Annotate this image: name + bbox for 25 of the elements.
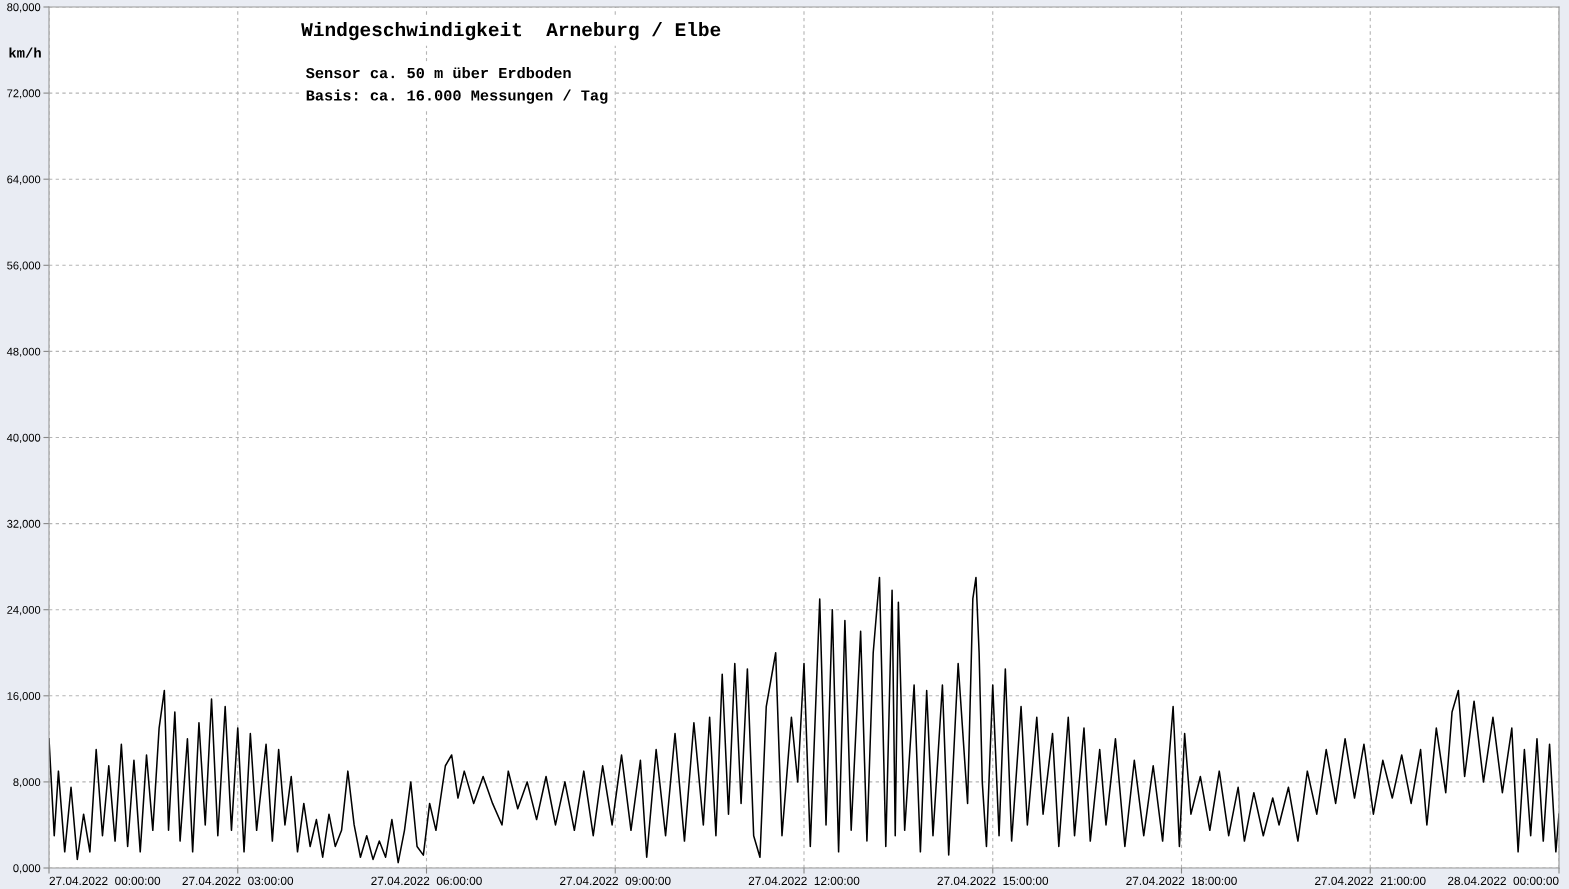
y-tick-label: 48,000 bbox=[6, 347, 41, 357]
y-tick-label: 56,000 bbox=[7, 261, 41, 271]
x-tick-label: 27.04.2022 18:00:00 bbox=[1126, 876, 1237, 885]
x-tick-label: 27.04.2022 15:00:00 bbox=[937, 876, 1049, 885]
y-tick-label: 64,000 bbox=[7, 175, 41, 185]
x-tick-label: 28.04.2022 00:00:00 bbox=[1448, 876, 1559, 885]
y-tick-label: 8,000 bbox=[13, 778, 41, 788]
y-tick-label: 16,000 bbox=[7, 692, 41, 702]
x-tick-label: 27.04.2022 00:00:00 bbox=[49, 876, 161, 885]
y-tick-label: 0,000 bbox=[13, 864, 41, 874]
x-tick-label: 27.04.2022 09:00:00 bbox=[560, 876, 671, 885]
x-tick-label: 27.04.2022 21:00:00 bbox=[1315, 876, 1426, 885]
y-axis-title: km/h bbox=[9, 47, 41, 58]
y-tick-label: 40,000 bbox=[6, 433, 41, 443]
x-tick-label: 27.04.2022 06:00:00 bbox=[371, 876, 482, 885]
y-tick-label: 72,000 bbox=[7, 89, 41, 99]
annotation: Basis: ca. 16.000 Messungen / Tag bbox=[306, 89, 608, 104]
x-tick-label: 27.04.2022 03:00:00 bbox=[182, 876, 294, 885]
y-tick-label: 24,000 bbox=[7, 605, 41, 616]
y-tick-label: 80,000 bbox=[7, 3, 41, 13]
text: Windgeschwindigkeit Arneburg / Elbe bbox=[301, 22, 721, 41]
y-tick-label: 32,000 bbox=[7, 519, 41, 530]
line-series bbox=[49, 576, 1559, 864]
x-tick-label: 27.04.2022 12:00:00 bbox=[748, 876, 860, 885]
text: Sensor ca. 50 m über Erdboden bbox=[305, 67, 571, 79]
